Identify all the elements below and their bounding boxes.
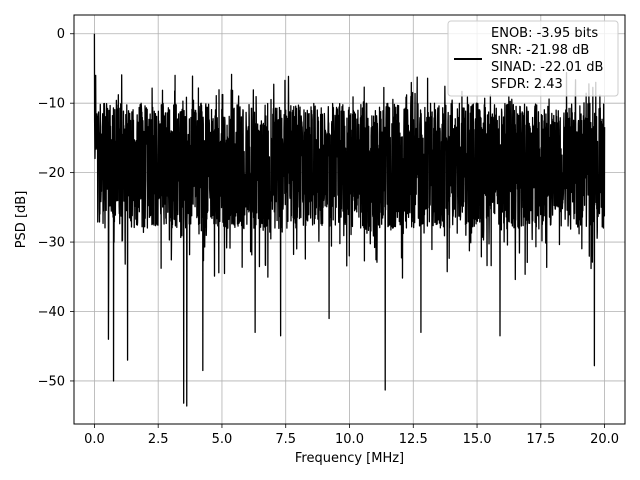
y-tick-label: −10 <box>38 97 65 112</box>
y-tick-label: −30 <box>38 236 65 251</box>
y-tick-label: 0 <box>57 27 65 42</box>
y-axis-label: PSD [dB] <box>14 191 29 249</box>
legend-entry-snr: SNR: -21.98 dB <box>491 43 589 58</box>
x-tick-label: 20.0 <box>590 432 619 447</box>
y-tick-label: −50 <box>38 374 65 389</box>
legend-entry-sinad: SINAD: -22.01 dB <box>491 60 603 75</box>
y-tick-label: −20 <box>38 166 65 181</box>
x-tick-label: 2.5 <box>148 432 169 447</box>
x-tick-label: 17.5 <box>526 432 555 447</box>
legend-entry-enob: ENOB: -3.95 bits <box>491 26 598 41</box>
series <box>93 33 606 407</box>
psd-line <box>93 33 606 407</box>
x-tick-label: 7.5 <box>275 432 296 447</box>
legend-box <box>447 20 619 97</box>
x-tick-label: 5.0 <box>212 432 233 447</box>
legend: ENOB: -3.95 bits SNR: -21.98 dB SINAD: -… <box>447 20 619 97</box>
x-tick-label: 0.0 <box>84 432 105 447</box>
x-tick-label: 12.5 <box>399 432 428 447</box>
x-tick-label: 15.0 <box>463 432 492 447</box>
legend-entry-sfdr: SFDR: 2.43 <box>491 77 563 92</box>
ticks: 0.0 2.5 5.0 7.5 10.0 12.5 15.0 17.5 20.0 0 −10 −20 −… <box>38 27 620 447</box>
x-axis-label: Frequency [MHz] <box>295 451 404 466</box>
y-tick-label: −40 <box>38 305 65 320</box>
x-tick-label: 10.0 <box>335 432 364 447</box>
